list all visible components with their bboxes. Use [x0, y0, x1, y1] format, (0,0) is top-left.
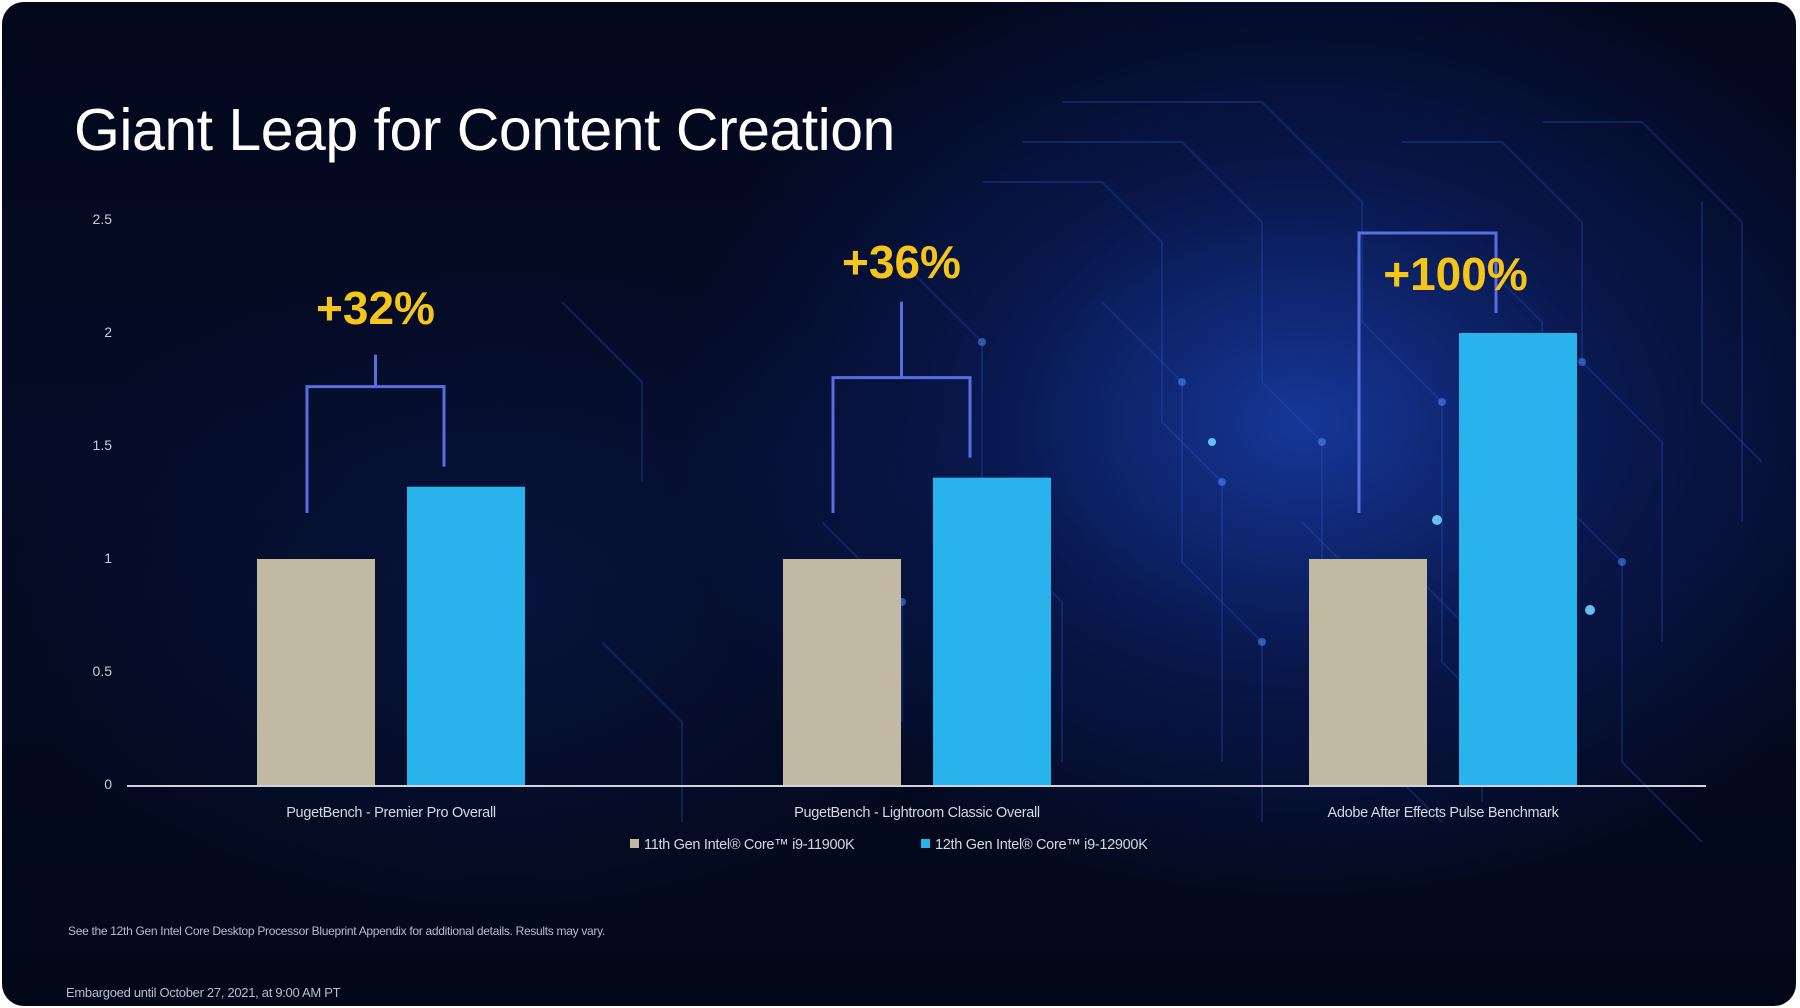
x-category-label: PugetBench - Lightroom Classic Overall	[794, 805, 1040, 821]
y-tick-label: 2	[104, 324, 112, 340]
bar-gen12	[1459, 333, 1577, 785]
x-category-label: PugetBench - Premier Pro Overall	[286, 805, 496, 821]
y-tick-label: 1	[104, 550, 112, 566]
x-category-label: Adobe After Effects Pulse Benchmark	[1327, 805, 1559, 821]
bar-gen11	[783, 559, 901, 785]
embargo-notice: Embargoed until October 27, 2021, at 9:0…	[66, 985, 341, 1000]
increase-annotation: +36%	[842, 236, 961, 288]
bar-gen12	[407, 486, 525, 785]
bar-gen12	[933, 477, 1051, 785]
bar-gen11	[1309, 559, 1427, 785]
y-tick-label: 2.5	[93, 211, 113, 227]
y-tick-label: 0	[104, 776, 112, 792]
legend-swatch	[921, 839, 930, 848]
y-tick-label: 1.5	[93, 437, 113, 453]
bar-gen11	[257, 559, 375, 785]
slide-title: Giant Leap for Content Creation	[74, 97, 895, 163]
increase-annotation: +100%	[1383, 248, 1528, 300]
legend-label: 11th Gen Intel® Core™ i9-11900K	[644, 837, 855, 853]
legend-swatch	[630, 839, 639, 848]
y-tick-label: 0.5	[93, 663, 113, 679]
increase-annotation: +32%	[316, 282, 435, 334]
legend-label: 12th Gen Intel® Core™ i9-12900K	[935, 837, 1148, 853]
comparison-bracket	[1357, 231, 1498, 513]
footnote: See the 12th Gen Intel Core Desktop Proc…	[68, 924, 605, 938]
